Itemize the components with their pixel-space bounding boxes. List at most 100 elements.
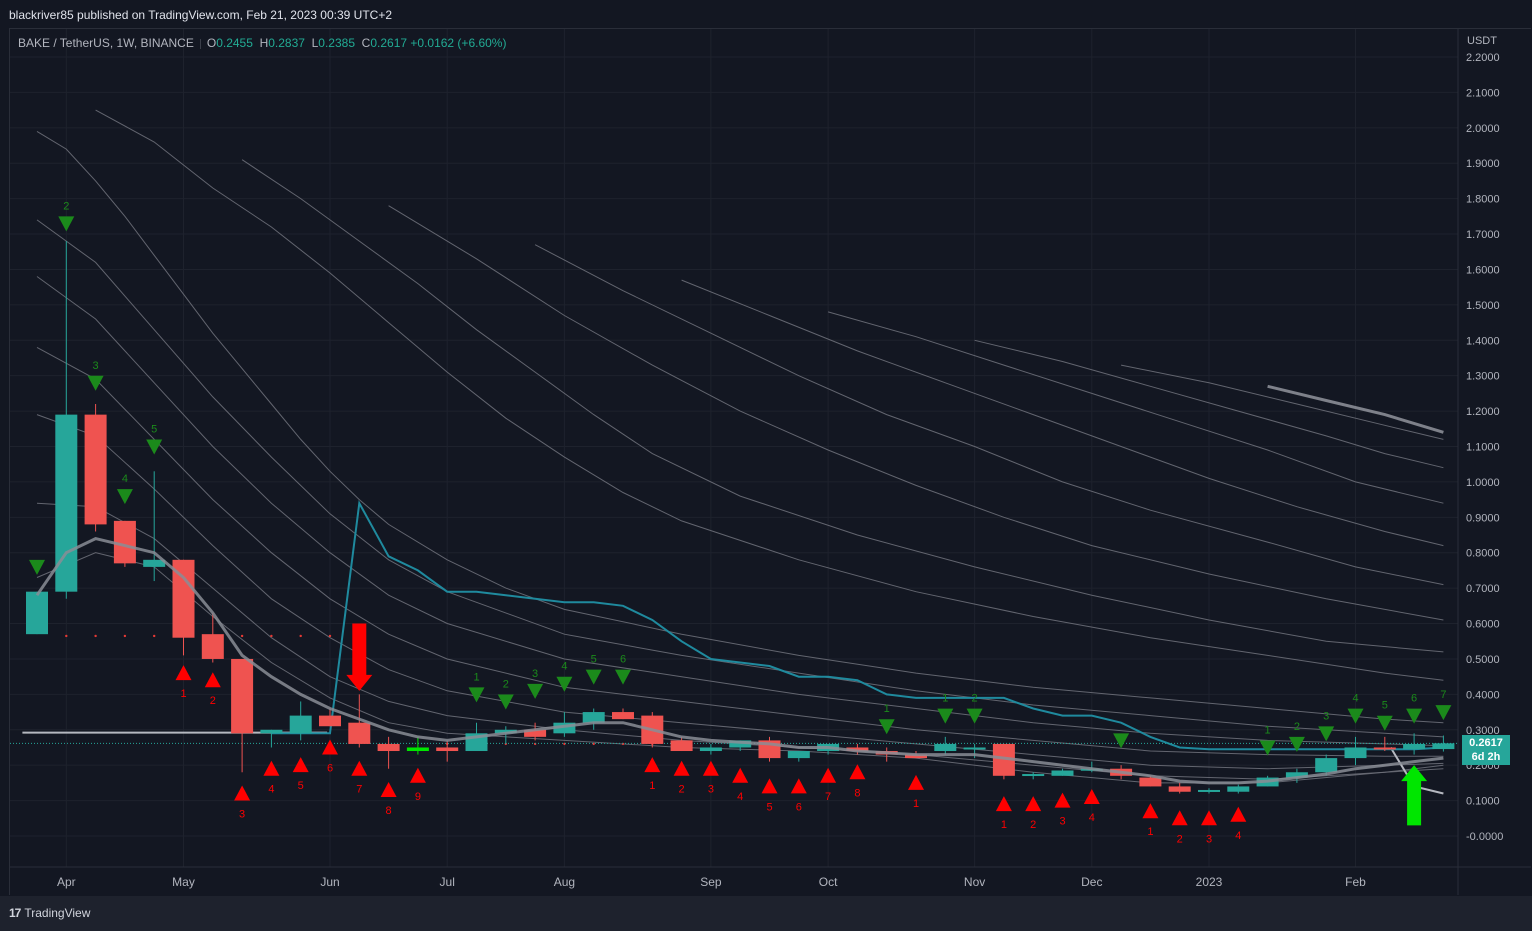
buy-signal-marker: [790, 778, 807, 794]
price-tick-label: 1.4000: [1466, 335, 1500, 347]
candle-body[interactable]: [934, 743, 957, 752]
buy-count-label: 8: [854, 787, 860, 799]
sell-count-label: 7: [1440, 689, 1446, 701]
candle-body[interactable]: [1168, 786, 1191, 792]
low-value: 0.2385: [318, 36, 355, 50]
candle-body[interactable]: [113, 520, 136, 564]
buy-signal-marker: [1142, 803, 1159, 819]
buy-count-label: 9: [415, 791, 421, 803]
open-label: O: [206, 36, 217, 50]
candle-body[interactable]: [699, 747, 722, 752]
buy-count-label: 3: [1059, 816, 1065, 828]
sell-count-label: 6: [620, 654, 626, 666]
sell-count-label: 4: [122, 473, 128, 485]
buy-signal-marker: [234, 785, 251, 801]
time-tick-label: Feb: [1345, 875, 1366, 889]
candle-body[interactable]: [1432, 743, 1455, 750]
candle-body[interactable]: [1344, 747, 1367, 759]
candle-body[interactable]: [143, 559, 166, 567]
buy-count-label: 6: [327, 762, 333, 774]
sell-count-label: 1: [1265, 724, 1271, 736]
candle-body[interactable]: [846, 747, 869, 752]
candle-body[interactable]: [553, 722, 576, 734]
candle-body[interactable]: [201, 634, 224, 659]
candle-body[interactable]: [1227, 786, 1250, 792]
buy-count-label: 7: [356, 784, 362, 796]
buy-signal-marker: [644, 757, 661, 773]
buy-signal-marker: [409, 767, 426, 783]
candle-body[interactable]: [84, 414, 107, 525]
envelope-band-line: [95, 109, 1444, 681]
candle-body[interactable]: [524, 729, 547, 737]
sell-count-label: 3: [1323, 710, 1329, 722]
price-tick-label: 0.6000: [1466, 619, 1500, 631]
candle-body[interactable]: [1139, 777, 1162, 787]
candle-body[interactable]: [1198, 789, 1220, 792]
chart-pane[interactable]: [9, 28, 1531, 895]
buy-count-label: 5: [298, 780, 304, 792]
buy-signal-marker: [1230, 806, 1247, 822]
candle-body[interactable]: [992, 743, 1015, 776]
sell-signal-marker: [556, 676, 573, 692]
candle-body[interactable]: [1403, 743, 1426, 750]
candle-body[interactable]: [1315, 758, 1338, 773]
candle-body[interactable]: [348, 722, 371, 744]
candle-body[interactable]: [1373, 747, 1396, 750]
buy-count-label: 3: [239, 809, 245, 821]
candle-body[interactable]: [787, 751, 810, 759]
time-tick-label: Oct: [819, 875, 838, 889]
candle-body[interactable]: [1051, 770, 1074, 776]
price-tick-label: 2.1000: [1466, 87, 1500, 99]
resistance-dot: [123, 634, 127, 638]
candle-body[interactable]: [1022, 774, 1045, 777]
candle-body[interactable]: [231, 658, 254, 734]
candle-body[interactable]: [905, 754, 927, 759]
candle-body[interactable]: [1285, 772, 1308, 778]
buy-signal-marker: [322, 739, 338, 755]
publish-header: blackriver85 published on TradingView.co…: [0, 0, 1532, 28]
sell-count-label: 4: [1352, 693, 1358, 705]
candle-body[interactable]: [260, 729, 283, 734]
candle-body[interactable]: [612, 712, 634, 720]
buy-count-label: 1: [913, 798, 919, 810]
sell-count-label: 3: [532, 668, 538, 680]
price-tick-label: 0.5000: [1466, 654, 1500, 666]
candle-body[interactable]: [289, 715, 312, 734]
time-tick-label: 2023: [1196, 875, 1223, 889]
candle-body[interactable]: [172, 559, 195, 638]
candle-body[interactable]: [436, 747, 459, 752]
sell-signal-marker: [58, 216, 75, 232]
sell-count-label: 5: [151, 424, 157, 436]
buy-signal-marker: [702, 760, 719, 776]
price-tick-label: 0.8000: [1466, 548, 1500, 560]
candle-body[interactable]: [406, 747, 429, 752]
sell-signal-marker: [878, 719, 895, 735]
candle-body[interactable]: [729, 740, 752, 748]
envelope-band-line: [388, 205, 1444, 621]
sell-count-label: 1: [473, 671, 479, 683]
resistance-dot: [328, 634, 332, 638]
buy-signal-marker: [908, 774, 924, 790]
teal-indicator-line: [271, 500, 1444, 751]
sell-count-label: 3: [93, 360, 99, 372]
candle-body[interactable]: [26, 591, 48, 635]
buy-signal-marker: [204, 672, 221, 688]
candle-body[interactable]: [670, 740, 693, 752]
last-price-badge: 0.2617 6d 2h: [1462, 735, 1510, 765]
candle-body[interactable]: [963, 747, 986, 750]
candle-body[interactable]: [319, 715, 341, 727]
symbol-name[interactable]: BAKE / TetherUS, 1W, BINANCE: [18, 36, 194, 50]
low-label: L: [311, 36, 319, 50]
candle-body[interactable]: [582, 712, 605, 723]
sell-signal-marker: [1406, 708, 1423, 724]
buy-signal-marker: [1025, 796, 1042, 812]
brand-name: TradingView: [24, 906, 91, 920]
envelope-band-line: [1121, 364, 1444, 440]
tradingview-logo[interactable]: 17 TradingView: [9, 906, 90, 920]
envelope-band-line: [681, 279, 1444, 547]
sell-signal-marker: [1435, 705, 1452, 721]
candle-body[interactable]: [377, 743, 400, 752]
candle-body[interactable]: [55, 414, 78, 592]
candle-body[interactable]: [494, 729, 517, 734]
